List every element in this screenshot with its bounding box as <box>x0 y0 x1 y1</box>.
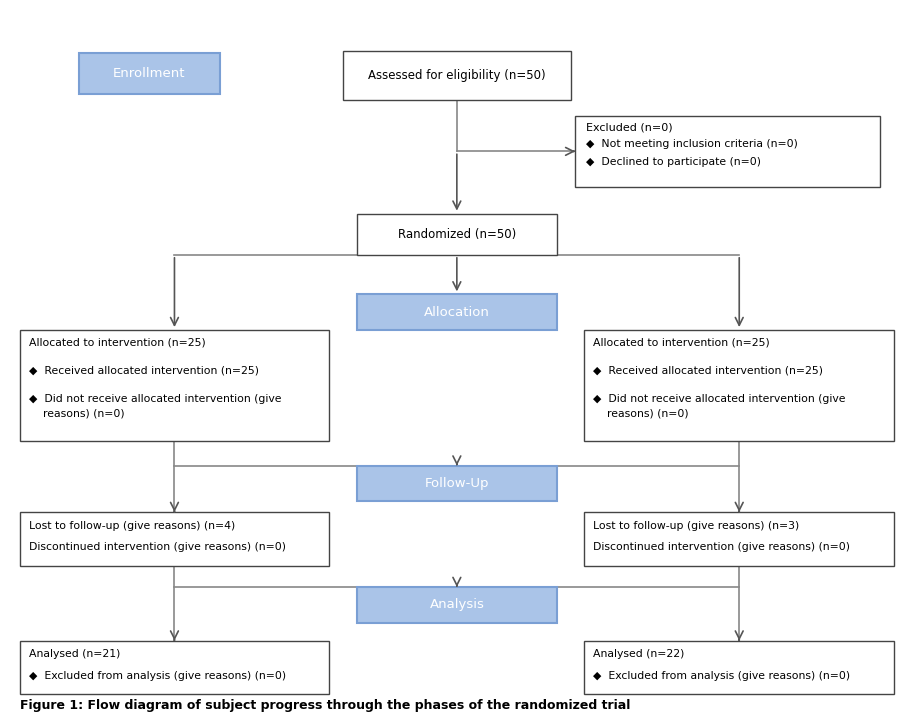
Text: Allocation: Allocation <box>424 305 490 318</box>
Text: Discontinued intervention (give reasons) (n=0): Discontinued intervention (give reasons)… <box>29 542 286 552</box>
Text: Enrollment: Enrollment <box>113 67 186 80</box>
FancyBboxPatch shape <box>585 640 894 694</box>
FancyBboxPatch shape <box>585 330 894 441</box>
Text: Allocated to intervention (n=25): Allocated to intervention (n=25) <box>593 337 770 347</box>
Text: Randomized (n=50): Randomized (n=50) <box>398 228 516 241</box>
Text: ◆  Received allocated intervention (n=25): ◆ Received allocated intervention (n=25) <box>593 366 823 376</box>
FancyBboxPatch shape <box>585 512 894 566</box>
FancyBboxPatch shape <box>576 115 880 187</box>
Text: Assessed for eligibility (n=50): Assessed for eligibility (n=50) <box>368 69 545 82</box>
Text: Analysis: Analysis <box>429 599 484 612</box>
Text: ◆  Received allocated intervention (n=25): ◆ Received allocated intervention (n=25) <box>29 366 259 376</box>
FancyBboxPatch shape <box>19 512 330 566</box>
Text: ◆  Excluded from analysis (give reasons) (n=0): ◆ Excluded from analysis (give reasons) … <box>29 670 286 680</box>
Text: Analysed (n=21): Analysed (n=21) <box>29 649 120 659</box>
FancyBboxPatch shape <box>356 294 557 330</box>
Text: Follow-Up: Follow-Up <box>425 477 489 490</box>
Text: Lost to follow-up (give reasons) (n=4): Lost to follow-up (give reasons) (n=4) <box>29 521 235 531</box>
Text: ◆  Did not receive allocated intervention (give: ◆ Did not receive allocated intervention… <box>29 394 281 404</box>
Text: reasons) (n=0): reasons) (n=0) <box>29 409 124 419</box>
FancyBboxPatch shape <box>343 52 571 100</box>
Text: reasons) (n=0): reasons) (n=0) <box>593 409 689 419</box>
FancyBboxPatch shape <box>79 53 220 94</box>
Text: Figure 1: Flow diagram of subject progress through the phases of the randomized : Figure 1: Flow diagram of subject progre… <box>19 699 630 712</box>
FancyBboxPatch shape <box>19 640 330 694</box>
Text: ◆  Declined to participate (n=0): ◆ Declined to participate (n=0) <box>586 157 761 167</box>
FancyBboxPatch shape <box>356 465 557 501</box>
Text: Lost to follow-up (give reasons) (n=3): Lost to follow-up (give reasons) (n=3) <box>593 521 799 531</box>
Text: Allocated to intervention (n=25): Allocated to intervention (n=25) <box>29 337 205 347</box>
Text: ◆  Not meeting inclusion criteria (n=0): ◆ Not meeting inclusion criteria (n=0) <box>586 138 799 148</box>
FancyBboxPatch shape <box>19 330 330 441</box>
Text: ◆  Did not receive allocated intervention (give: ◆ Did not receive allocated intervention… <box>593 394 846 404</box>
Text: Discontinued intervention (give reasons) (n=0): Discontinued intervention (give reasons)… <box>593 542 850 552</box>
Text: Excluded (n=0): Excluded (n=0) <box>586 123 673 133</box>
FancyBboxPatch shape <box>356 214 557 255</box>
Text: ◆  Excluded from analysis (give reasons) (n=0): ◆ Excluded from analysis (give reasons) … <box>593 670 851 680</box>
FancyBboxPatch shape <box>356 587 557 623</box>
Text: Analysed (n=22): Analysed (n=22) <box>593 649 685 659</box>
